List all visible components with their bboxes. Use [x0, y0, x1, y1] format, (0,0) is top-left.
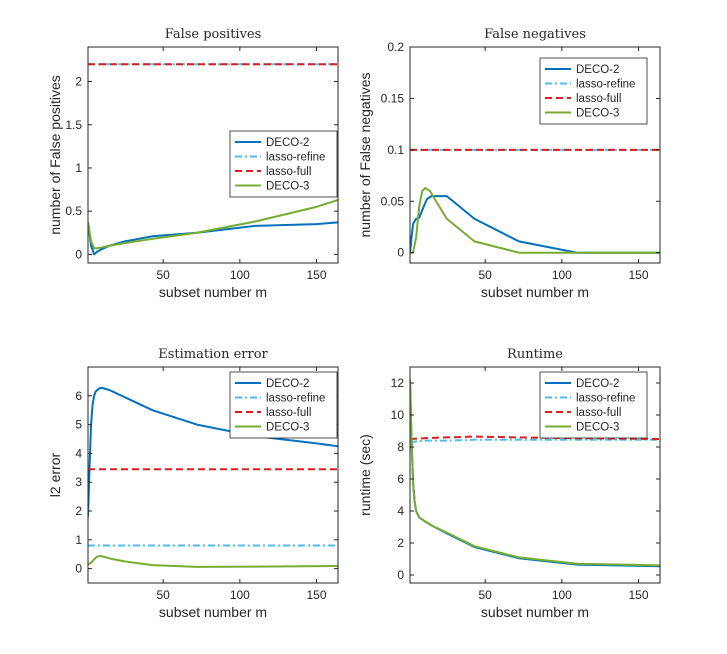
x-tick-label: 50 [156, 588, 170, 602]
legend-entry: DECO-3 [266, 181, 309, 193]
y-tick-label: 0.05 [381, 194, 405, 208]
x-tick-label: 50 [478, 268, 492, 282]
axes-box [409, 46, 661, 264]
x-axis-label: subset number m [159, 604, 267, 620]
legend-entry: DECO-3 [266, 422, 309, 434]
x-tick-label: 100 [552, 268, 572, 282]
y-tick-label: 10 [391, 408, 405, 422]
y-tick-label: 0.15 [381, 91, 405, 105]
y-tick-label: 1 [75, 161, 82, 175]
y-tick-label: 0 [75, 562, 82, 576]
chart-runtime: 50 100 150 0 2 4 6 8 10 12 Runtime subset number m r… [357, 347, 661, 620]
y-tick-label: 5 [75, 418, 82, 432]
legend-entry: lasso-refine [576, 393, 635, 405]
chart-estimation-error: 50 100 150 0 1 2 3 4 5 6 Estimation error subset nu… [47, 347, 339, 620]
chart-title: False positives [165, 27, 262, 42]
y-tick-label: 2 [75, 504, 82, 518]
x-axis-label: subset number m [481, 284, 589, 300]
y-tick-label: 6 [75, 389, 82, 403]
x-tick-label: 100 [552, 588, 572, 602]
axes-box [87, 366, 339, 584]
legend-entry: lasso-refine [266, 152, 325, 164]
y-tick-label: 0.1 [387, 143, 404, 157]
y-tick-label: 12 [391, 376, 405, 390]
y-tick-label: 0 [397, 568, 404, 582]
y-tick-label: 0.5 [65, 204, 82, 218]
y-tick-label: 0.2 [387, 40, 404, 54]
x-tick-label: 100 [230, 268, 250, 282]
series-line-deco-3 [410, 379, 660, 567]
legend: DECO-2 lasso-refine lasso-full DECO-3 [539, 371, 648, 439]
axes-box [87, 46, 339, 264]
x-tick-label: 50 [478, 588, 492, 602]
y-tick-label: 6 [397, 472, 404, 486]
x-axis-label: subset number m [159, 284, 267, 300]
legend-entry: DECO-2 [266, 137, 309, 149]
series-line-deco-3 [88, 554, 338, 568]
legend-entry: lasso-full [576, 407, 621, 419]
legend-entry: DECO-2 [576, 64, 619, 76]
chart-false-positives: 50 100 150 0 0.5 1 1.5 2 False positives subset n… [47, 27, 339, 300]
chart-title: Estimation error [158, 347, 268, 362]
chart-title: False negatives [484, 27, 586, 42]
legend-entry: DECO-2 [576, 378, 619, 390]
y-tick-label: 4 [75, 446, 82, 460]
y-axis-label: number of False positives [47, 75, 63, 235]
y-tick-label: 8 [397, 440, 404, 454]
legend-entry: lasso-full [266, 166, 311, 178]
y-tick-label: 0 [397, 246, 404, 260]
x-tick-label: 150 [629, 588, 649, 602]
legend: DECO-2 lasso-refine lasso-full DECO-3 [229, 130, 338, 198]
legend-entry: DECO-3 [576, 108, 619, 120]
legend: DECO-2 lasso-refine lasso-full DECO-3 [229, 371, 338, 439]
series-line-deco-2 [410, 195, 660, 254]
chart-title: Runtime [507, 347, 563, 362]
series-line-deco-3 [88, 198, 338, 250]
y-tick-label: 0 [75, 247, 82, 261]
legend-entry: lasso-full [576, 93, 621, 105]
legend-entry: DECO-3 [576, 422, 619, 434]
y-tick-label: 2 [75, 75, 82, 89]
x-tick-label: 150 [629, 268, 649, 282]
chart-false-negatives: 50 100 150 0 0.05 0.1 0.15 0.2 False negatives su… [357, 27, 661, 300]
legend-entry: lasso-full [266, 407, 311, 419]
series-line-lasso-refine [410, 438, 660, 444]
x-tick-label: 100 [230, 588, 250, 602]
y-axis-label: number of False negatives [357, 73, 373, 238]
y-tick-label: 1.5 [65, 118, 82, 132]
y-tick-label: 3 [75, 475, 82, 489]
series-line-deco-3 [410, 186, 660, 254]
y-tick-label: 2 [397, 536, 404, 550]
x-tick-label: 50 [156, 268, 170, 282]
y-tick-label: 1 [75, 533, 82, 547]
legend-entry: lasso-refine [576, 79, 635, 91]
x-tick-label: 150 [307, 588, 327, 602]
legend-entry: lasso-refine [266, 393, 325, 405]
legend: DECO-2 lasso-refine lasso-full DECO-3 [539, 57, 648, 125]
x-tick-label: 150 [307, 268, 327, 282]
x-axis-label: subset number m [481, 604, 589, 620]
legend-entry: DECO-2 [266, 378, 309, 390]
y-axis-label: l2 error [47, 452, 63, 497]
y-axis-label: runtime (sec) [357, 434, 373, 516]
axes-box [409, 366, 661, 584]
y-tick-label: 4 [397, 504, 404, 518]
